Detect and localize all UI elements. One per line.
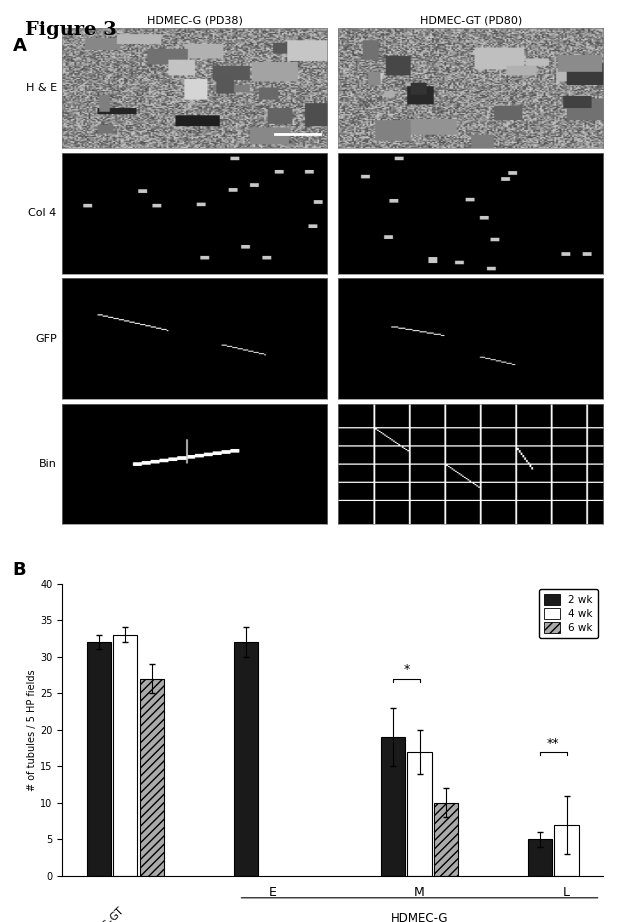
Bar — [407, 751, 432, 876]
Legend: 2 wk, 4 wk, 6 wk: 2 wk, 4 wk, 6 wk — [539, 589, 598, 638]
Bar — [139, 679, 164, 876]
Text: Figure 3: Figure 3 — [25, 21, 117, 40]
Text: HDMEC-G: HDMEC-G — [391, 913, 448, 922]
Y-axis label: # of tubules / 5 HP fields: # of tubules / 5 HP fields — [27, 669, 37, 790]
Bar — [528, 839, 552, 876]
Bar — [554, 825, 578, 876]
Text: B: B — [12, 561, 26, 579]
Bar — [381, 737, 406, 876]
Y-axis label: Bin: Bin — [39, 459, 57, 469]
Text: HDMEC-GT: HDMEC-GT — [78, 905, 126, 922]
Bar — [234, 642, 258, 876]
Title: HDMEC-G (PD38): HDMEC-G (PD38) — [147, 16, 243, 26]
Y-axis label: Col 4: Col 4 — [29, 208, 57, 219]
Y-axis label: GFP: GFP — [35, 334, 57, 344]
Text: **: ** — [547, 737, 560, 750]
Title: HDMEC-GT (PD80): HDMEC-GT (PD80) — [420, 16, 522, 26]
Text: *: * — [403, 664, 409, 677]
Bar — [113, 635, 137, 876]
Bar — [87, 642, 111, 876]
Text: A: A — [12, 37, 26, 55]
Y-axis label: H & E: H & E — [26, 83, 57, 93]
Bar — [434, 803, 458, 876]
